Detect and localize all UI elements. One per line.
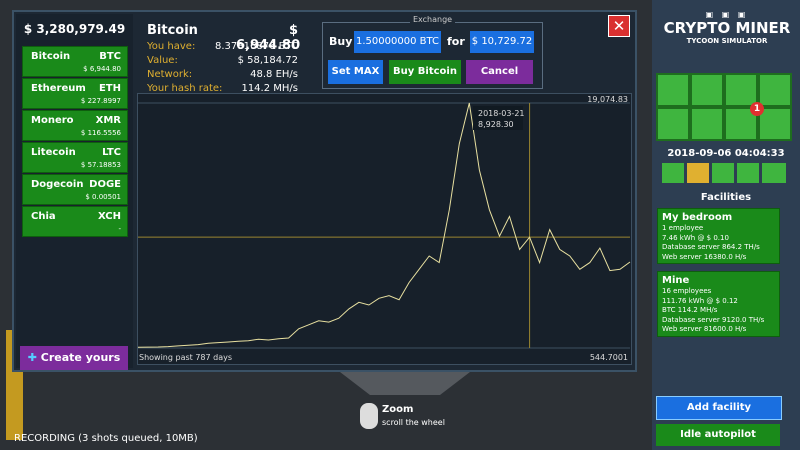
detail-value: 114.2 MH/s	[241, 83, 298, 94]
zoom-text: scroll the wheel	[382, 418, 445, 427]
coin-button[interactable]: Dogecoin DOGE $ 0.00501	[22, 174, 128, 205]
pause-button[interactable]	[662, 163, 684, 183]
notification-badge: 1	[750, 102, 764, 116]
coin-symbol: XMR	[95, 115, 121, 126]
speed-2-button[interactable]	[712, 163, 734, 183]
marketing-button[interactable]	[690, 107, 724, 141]
settings-button[interactable]	[758, 107, 792, 141]
facility-line: 16 employees	[662, 287, 712, 295]
facility-line: Database server 9120.0 TH/s	[662, 315, 765, 324]
coin-symbol: LTC	[102, 147, 121, 158]
coin-name: Monero	[31, 115, 74, 126]
speed-3-button[interactable]	[737, 163, 759, 183]
goals-button[interactable]	[724, 107, 758, 141]
balance: $ 3,280,979.49	[23, 22, 126, 36]
coin-price: $ 6,944.80	[236, 23, 301, 53]
detail-label: Network:	[147, 69, 193, 80]
facility-line: 1 employee	[662, 224, 704, 232]
stats-button[interactable]	[724, 73, 758, 107]
detail-label: Value:	[147, 55, 178, 66]
coin-symbol: ETH	[98, 83, 121, 94]
crypto-button[interactable]	[758, 73, 792, 107]
tooltip-date: 2018-03-21	[478, 109, 525, 118]
coin-price: $ 6,944.80	[83, 65, 121, 73]
facility-line: 111.76 kWh @ $ 0.12	[662, 296, 738, 305]
detail-label: You have:	[147, 41, 196, 52]
staff-button[interactable]	[656, 107, 690, 141]
detail-label: Your hash rate:	[147, 83, 223, 94]
speed-4-button[interactable]	[762, 163, 786, 183]
close-button[interactable]: ✕	[608, 15, 630, 37]
amount-input[interactable]: 1.50000000 BTC	[354, 31, 441, 53]
set-max-button[interactable]: Set MAX	[328, 60, 383, 84]
coin-name: Ethereum	[31, 83, 86, 94]
add-facility-button[interactable]: Add facility	[656, 396, 782, 420]
min-label: 544.7001	[590, 353, 628, 362]
bank-button[interactable]	[690, 73, 724, 107]
coin-button[interactable]: Ethereum ETH $ 227.8997	[22, 78, 128, 109]
coin-price: -	[118, 225, 121, 233]
coin-name: Bitcoin	[147, 23, 198, 38]
max-label: 19,074.83	[587, 95, 628, 104]
coin-name: Litecoin	[31, 147, 76, 158]
facility-line: Web server 16380.0 H/s	[662, 252, 747, 261]
detail-value: 8.37816876 BTC	[215, 41, 298, 52]
coin-price: $ 57.18853	[80, 161, 121, 169]
recording-status: RECORDING (3 shots queued, 10MB)	[14, 433, 198, 444]
logo: ▣ ▣ ▣ CRYPTO MINER TYCOON SIMULATOR	[658, 10, 796, 45]
buy-label: Buy	[329, 35, 353, 48]
coin-name: Bitcoin	[31, 51, 71, 62]
speed-1-button[interactable]	[687, 163, 709, 183]
create-coin-button[interactable]: ✚ Create yours	[20, 346, 128, 370]
coin-symbol: XCH	[97, 211, 121, 222]
detail-value: $ 58,184.72	[237, 55, 298, 66]
for-label: for	[447, 35, 465, 48]
exchange-title: Exchange	[410, 15, 456, 24]
facility-line: BTC 114.2 MH/s	[662, 306, 718, 314]
mouse-icon	[360, 403, 378, 429]
button-label: Create yours	[40, 351, 121, 364]
facilities-title: Facilities	[700, 192, 752, 203]
coin-name: Dogecoin	[31, 179, 84, 190]
coin-button[interactable]: Bitcoin BTC $ 6,944.80	[22, 46, 128, 77]
coin-button[interactable]: Chia XCH -	[22, 206, 128, 237]
idle-autopilot-button[interactable]: Idle autopilot	[656, 424, 780, 446]
coin-name: Chia	[31, 211, 56, 222]
facility-line: Web server 81600.0 H/s	[662, 325, 747, 333]
facility-card[interactable]: Mine 16 employees 111.76 kWh @ $ 0.12 BTC 1…	[657, 271, 780, 337]
coin-button[interactable]: Litecoin LTC $ 57.18853	[22, 142, 128, 173]
facility-name: Mine	[662, 275, 690, 286]
buy-button[interactable]: Buy Bitcoin	[389, 60, 461, 84]
zoom-title: Zoom	[382, 404, 414, 415]
cancel-button[interactable]: Cancel	[466, 60, 533, 84]
price-line	[137, 102, 631, 348]
coin-symbol: DOGE	[89, 179, 121, 190]
facility-card[interactable]: My bedroom 1 employee 7.46 kWh @ $ 0.10 Dat…	[657, 208, 780, 264]
coin-price: $ 0.00501	[85, 193, 121, 201]
detail-value: 48.8 EH/s	[250, 69, 298, 80]
facility-name: My bedroom	[662, 212, 733, 223]
price-chart: 19,074.83 544.7001 Showing past 787 days 20…	[137, 93, 632, 365]
logo-subtitle: TYCOON SIMULATOR	[686, 37, 768, 45]
cost-input[interactable]: $ 10,729.72	[470, 31, 534, 53]
coin-price: $ 227.8997	[80, 97, 121, 105]
facility-line: Database server 864.2 TH/s	[662, 243, 760, 251]
coin-price: $ 116.5556	[80, 129, 121, 137]
tooltip-box	[473, 106, 523, 130]
tooltip-price: 8,928.30	[478, 120, 514, 129]
game-datetime: 2018-09-06 04:04:33	[667, 148, 785, 159]
shop-button[interactable]	[656, 73, 690, 107]
coin-symbol: BTC	[99, 51, 121, 62]
chart-caption: Showing past 787 days	[139, 353, 232, 362]
coin-button[interactable]: Monero XMR $ 116.5556	[22, 110, 128, 141]
logo-title: CRYPTO MINER	[663, 19, 791, 37]
facility-line: 7.46 kWh @ $ 0.10	[662, 233, 729, 242]
